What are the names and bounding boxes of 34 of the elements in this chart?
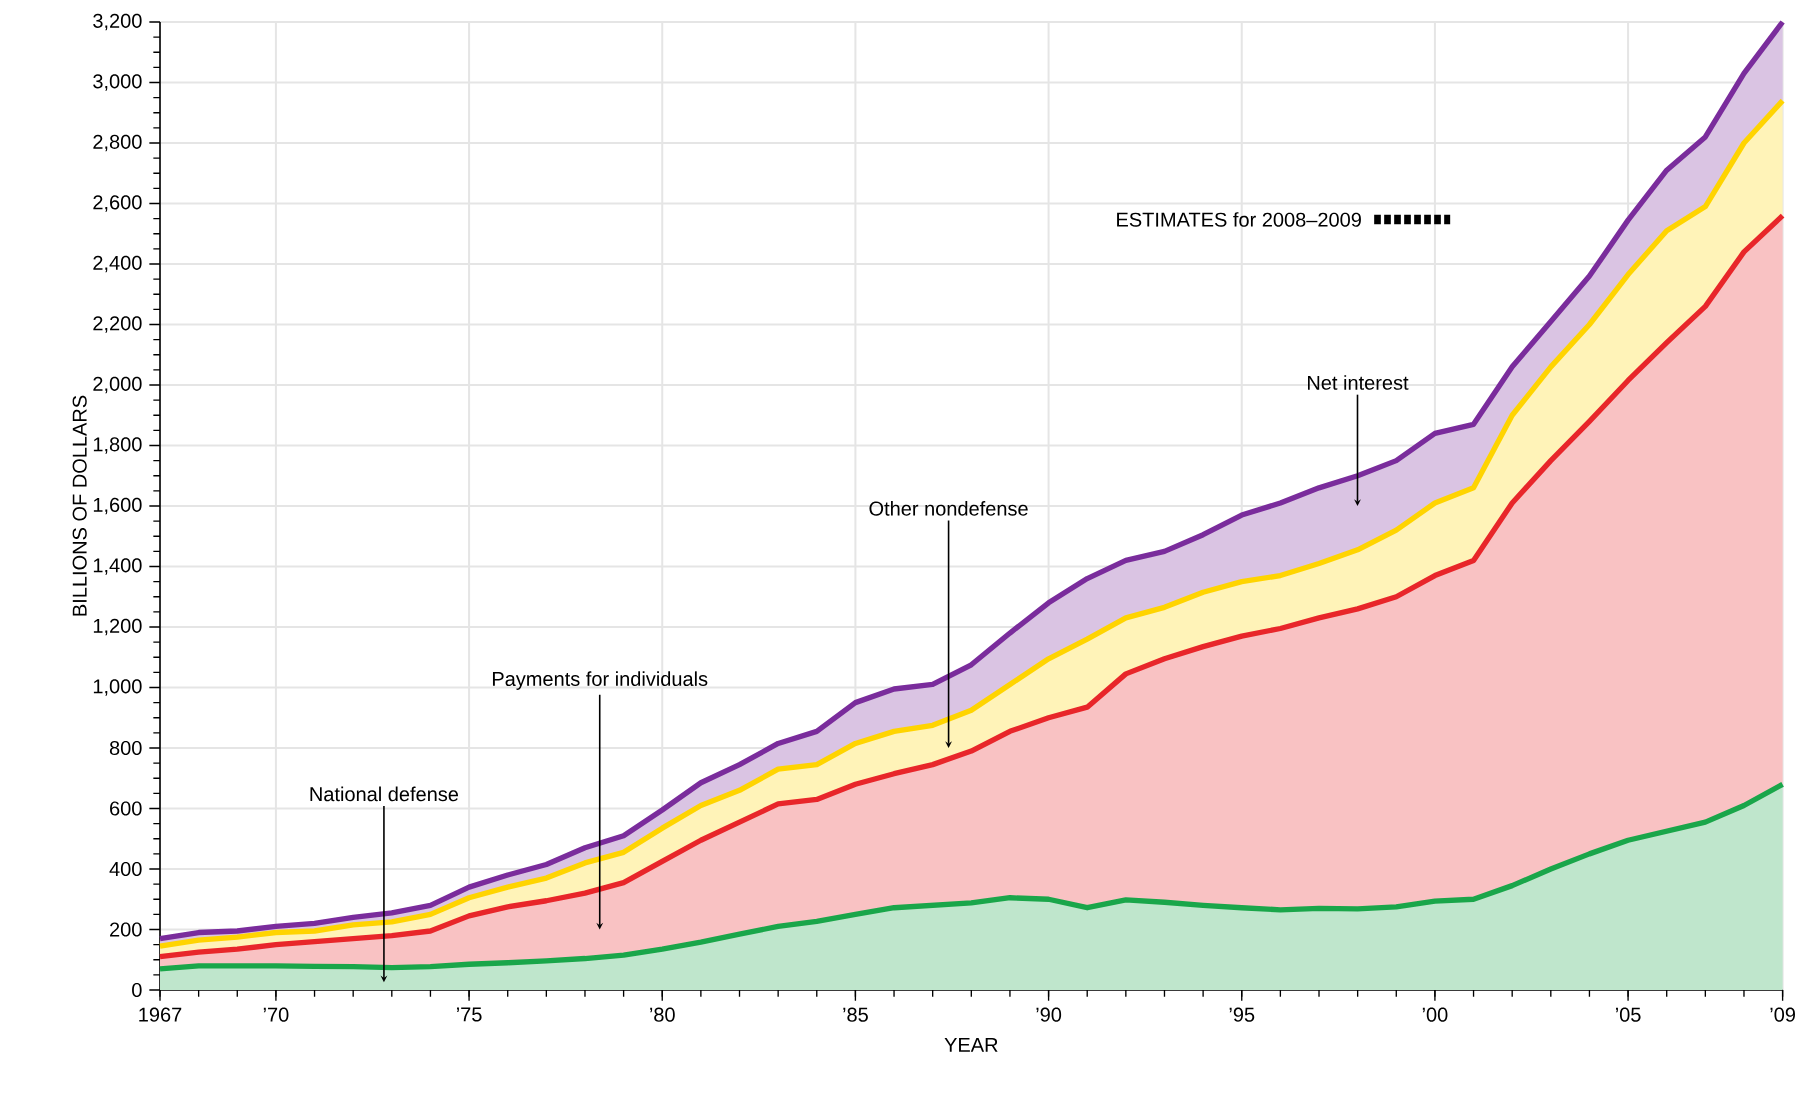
y-tick-label: 2,800 bbox=[93, 134, 142, 152]
annotation: National defense bbox=[310, 786, 459, 802]
y-tick-label: 0 bbox=[132, 983, 142, 998]
y-tick-label: 2,600 bbox=[93, 195, 142, 212]
x-tick-label: ’70 bbox=[263, 1007, 289, 1022]
x-tick-label: ’95 bbox=[1229, 1007, 1255, 1022]
x-tick-label: ’85 bbox=[843, 1007, 868, 1022]
y-tick-label: 1,600 bbox=[93, 497, 142, 515]
x-axis-title: YEAR bbox=[944, 1038, 998, 1052]
y-tick-label: 3,200 bbox=[93, 13, 142, 31]
y-tick-label: 1,200 bbox=[93, 618, 142, 636]
annotation: Other nondefense bbox=[869, 501, 1028, 516]
y-tick-label: 1,800 bbox=[93, 437, 142, 454]
x-tick-label: ’90 bbox=[1036, 1007, 1062, 1022]
y-tick-label: 2,000 bbox=[93, 376, 142, 394]
x-tick-label: ’80 bbox=[650, 1007, 675, 1022]
y-tick-label: 1,000 bbox=[93, 679, 142, 696]
y-tick-label: 800 bbox=[109, 741, 142, 756]
y-tick-label: 200 bbox=[110, 922, 142, 937]
x-tick-label: 1967 bbox=[139, 1007, 182, 1022]
y-tick-label: 400 bbox=[109, 862, 142, 877]
y-tick-label: 2,400 bbox=[93, 255, 142, 273]
annotation: Payments for individuals bbox=[492, 671, 708, 691]
y-tick-label: 600 bbox=[110, 801, 142, 816]
x-tick-label: ’75 bbox=[456, 1007, 482, 1022]
y-axis-title: BILLIONS OF DOLLARS bbox=[72, 395, 87, 616]
y-tick-label: 2,200 bbox=[93, 316, 142, 333]
x-tick-label: ’05 bbox=[1615, 1007, 1641, 1022]
x-tick-label: ’00 bbox=[1422, 1007, 1448, 1022]
annotation: Net interest bbox=[1308, 375, 1409, 391]
y-tick-label: 3,000 bbox=[93, 74, 142, 91]
annotation: ESTIMATES for 2008–2009 bbox=[1117, 212, 1361, 227]
y-tick-label: 1,400 bbox=[93, 558, 142, 575]
x-tick-label: ’09 bbox=[1770, 1007, 1795, 1022]
